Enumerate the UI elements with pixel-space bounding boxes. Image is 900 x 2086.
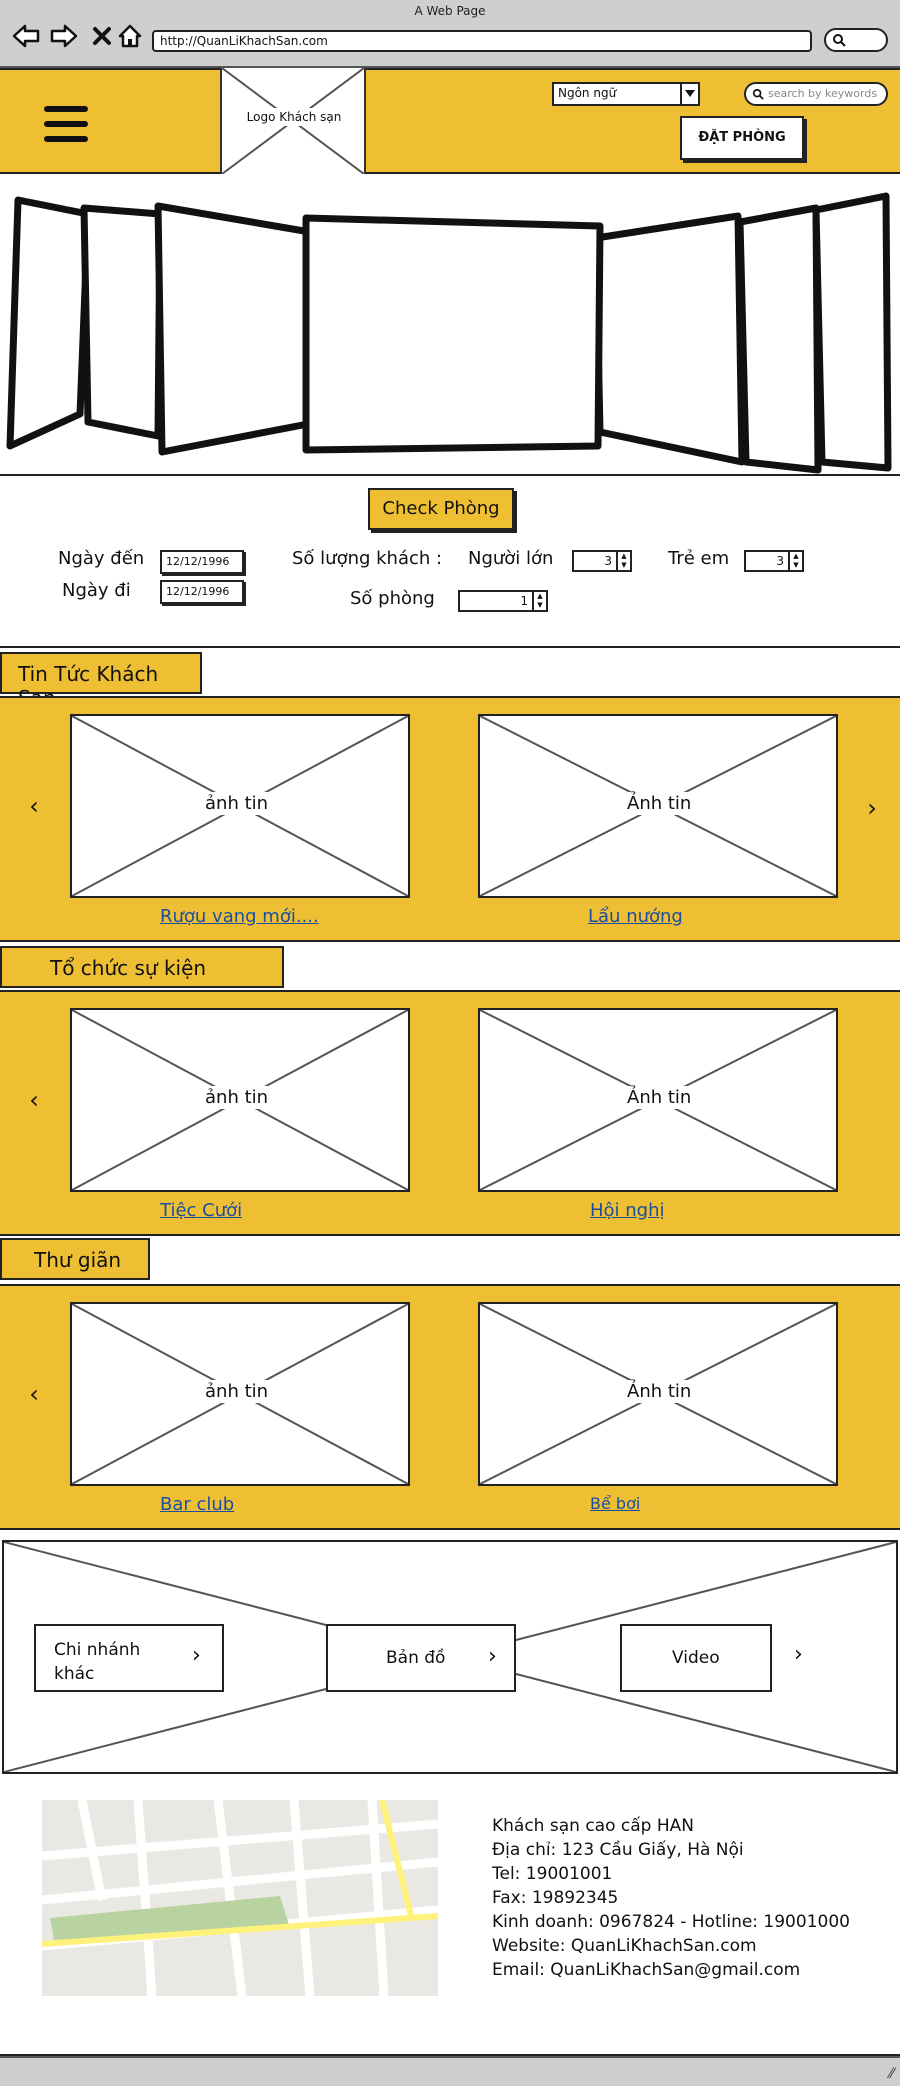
browser-search-field[interactable] [824,28,888,52]
rooms-value: 1 [520,594,528,608]
event-image-2[interactable]: Ảnh tin [478,1008,838,1192]
search-icon [832,33,846,47]
location-map[interactable] [42,1800,438,1996]
branches-link[interactable]: Chi nhánh khác › [34,1624,224,1692]
arrival-label: Ngày đến [58,548,145,569]
relax-link-1[interactable]: Bar club [160,1494,235,1515]
logo-label: Logo Khách sạn [242,108,346,126]
back-icon[interactable] [12,22,40,50]
close-icon[interactable] [88,22,116,50]
section-title-events: Tổ chức sự kiện [0,946,284,988]
browser-status-bar: ⁄⁄ [0,2056,900,2086]
language-select-value: Ngôn ngữ [558,86,617,100]
adults-label: Người lớn [468,548,554,569]
resize-grip-icon[interactable]: ⁄⁄ [889,2066,894,2082]
arrival-date-input[interactable]: 12/12/1996 [160,550,244,574]
video-label: Video [672,1648,720,1668]
relax-image-1[interactable]: ảnh tin [70,1302,410,1486]
address-text: Địa chỉ: 123 Cầu Giấy, Hà Nội [492,1840,744,1860]
image-placeholder-label: ảnh tin [202,792,272,815]
search-icon [752,88,764,103]
image-carousel[interactable] [0,174,900,476]
image-placeholder-label: ảnh tin [202,1380,272,1403]
carousel-prev-icon[interactable]: ‹ [29,1380,39,1408]
map-link[interactable]: Bản đồ › [326,1624,516,1692]
carousel-frames [6,192,892,474]
fax-text: Fax: 19892345 [492,1888,619,1908]
book-room-button[interactable]: ĐẶT PHÒNG [680,116,804,160]
image-placeholder-label: Ảnh tin [624,792,695,815]
carousel-prev-icon[interactable]: ‹ [29,792,39,820]
image-placeholder-label: ảnh tin [202,1086,272,1109]
spinner-arrows-icon[interactable]: ▲ ▼ [616,552,630,570]
relax-link-2[interactable]: Bể bơi [590,1494,641,1513]
carousel-prev-icon[interactable]: ‹ [29,1086,39,1114]
relax-image-2[interactable]: Ảnh tin [478,1302,838,1486]
email-text: Email: QuanLiKhachSan@gmail.com [492,1960,801,1980]
adults-value: 3 [604,554,612,568]
children-stepper[interactable]: 3 ▲ ▼ [744,550,804,572]
search-input[interactable]: search by keywords [744,82,888,106]
website-text: Website: QuanLiKhachSan.com [492,1936,757,1956]
section-title-news: Tin Tức Khách Sạn [0,652,202,710]
contact-info: Khách sạn cao cấp HAN Địa chỉ: 123 Cầu G… [492,1814,850,1982]
news-link-2[interactable]: Lẩu nướng [588,906,683,927]
rooms-stepper[interactable]: 1 ▲ ▼ [458,590,548,612]
branches-label: Chi nhánh khác [54,1640,141,1684]
news-image-2[interactable]: Ảnh tin [478,714,838,898]
hotel-name: Khách sạn cao cấp HAN [492,1816,694,1836]
window-title: A Web Page [414,4,486,18]
search-placeholder: search by keywords [768,87,878,100]
logo-placeholder[interactable]: Logo Khách sạn [220,68,366,174]
spinner-arrows-icon[interactable]: ▲ ▼ [532,592,546,610]
phone-text: Tel: 19001001 [492,1864,613,1884]
chevron-right-icon[interactable]: › [794,1642,803,1667]
site-footer: Khách sạn cao cấp HAN Địa chỉ: 123 Cầu G… [0,1774,900,2056]
rooms-label: Số phòng [350,588,435,609]
image-placeholder-label: Ảnh tin [624,1086,695,1109]
hotline-text: Kinh doanh: 0967824 - Hotline: 19001000 [492,1912,850,1932]
check-room-button[interactable]: Check Phòng [368,488,514,530]
event-image-1[interactable]: ảnh tin [70,1008,410,1192]
children-value: 3 [776,554,784,568]
event-link-1[interactable]: Tiệc Cưới [160,1200,243,1221]
departure-label: Ngày đi [62,580,131,601]
booking-form: Check Phòng Ngày đến 12/12/1996 Ngày đi … [0,476,900,648]
address-bar[interactable]: http://QuanLiKhachSan.com [152,30,812,52]
news-image-1[interactable]: ảnh tin [70,714,410,898]
news-link-1[interactable]: Rượu vang mới.... [160,906,319,927]
section-title-relax: Thư giãn [0,1238,150,1280]
adults-stepper[interactable]: 3 ▲ ▼ [572,550,632,572]
children-label: Trẻ em [668,548,730,569]
carousel-next-icon[interactable]: › [867,794,877,822]
event-link-2[interactable]: Hội nghị [590,1200,665,1221]
menu-icon[interactable] [44,106,88,144]
home-icon[interactable] [116,22,144,50]
forward-icon[interactable] [50,22,78,50]
image-placeholder-label: Ảnh tin [624,1380,695,1403]
departure-date-input[interactable]: 12/12/1996 [160,580,244,604]
browser-chrome: A Web Page http://QuanLiKhachSan.com [0,0,900,68]
spinner-arrows-icon[interactable]: ▲ ▼ [788,552,802,570]
chevron-right-icon: › [192,1643,201,1668]
map-label: Bản đồ [386,1648,446,1668]
guests-label: Số lượng khách : [292,548,443,569]
video-link[interactable]: Video [620,1624,772,1692]
chevron-down-icon [680,84,698,104]
language-select[interactable]: Ngôn ngữ [552,82,700,106]
chevron-right-icon: › [488,1644,497,1669]
